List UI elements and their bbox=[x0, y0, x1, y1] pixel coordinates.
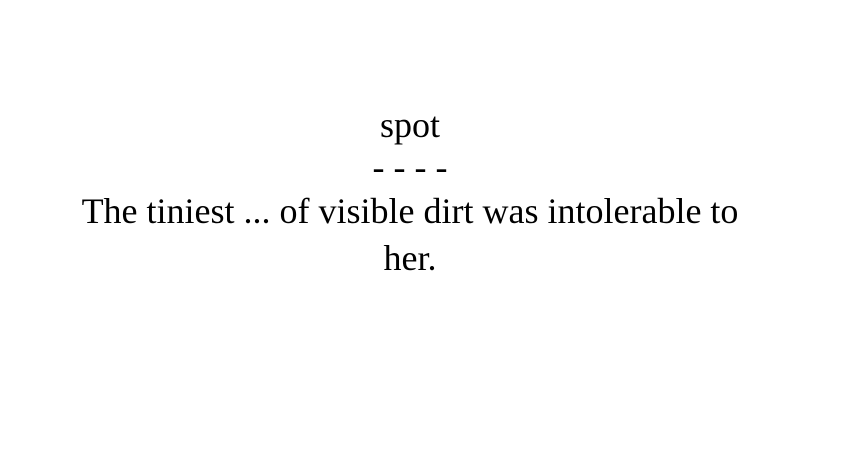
card-sentence: The tiniest ... of visible dirt was into… bbox=[81, 191, 739, 278]
card-separator: - - - - bbox=[372, 147, 448, 187]
card-word: spot bbox=[379, 105, 440, 145]
card-content: spot - - - - The tiniest ... of visible … bbox=[0, 104, 820, 282]
